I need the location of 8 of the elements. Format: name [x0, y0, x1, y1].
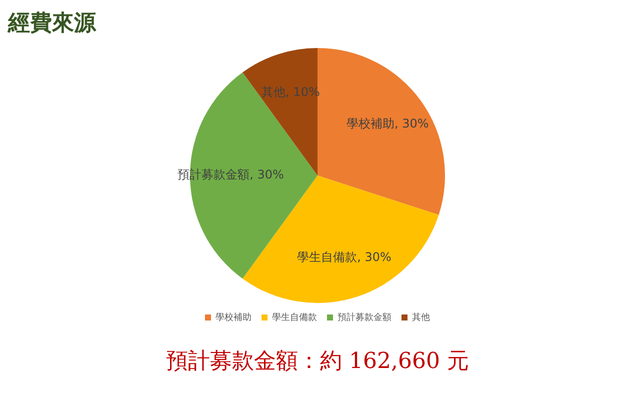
data-label: 學校補助, 30%	[346, 116, 429, 131]
data-label: 學生自備款, 30%	[297, 250, 392, 264]
legend-label: 預計募款金額	[338, 312, 392, 322]
chart-title: 經費來源	[8, 10, 96, 38]
legend-label: 學校補助	[216, 312, 252, 322]
legend-label: 其他	[412, 312, 430, 322]
legend-label: 學生自備款	[272, 312, 317, 322]
text: 預計募款金額：約 162,660 元	[165, 348, 470, 376]
